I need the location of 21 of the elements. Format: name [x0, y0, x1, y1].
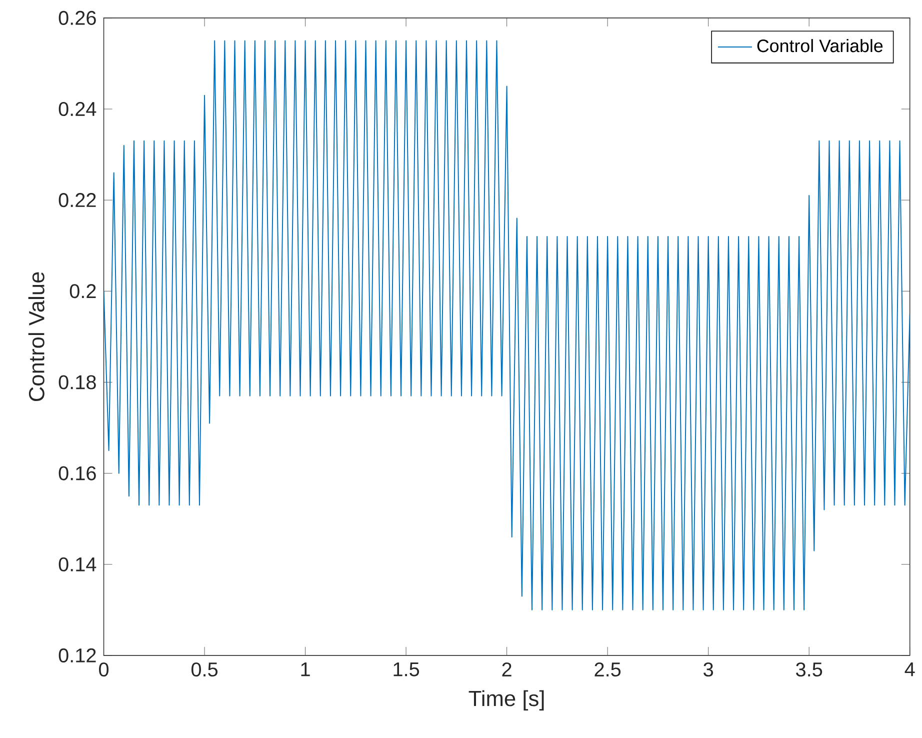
y-tick-label: 0.22 [58, 192, 96, 207]
x-tick-label: 2.5 [594, 662, 621, 676]
line-series [104, 40, 910, 610]
x-tick-label: 1 [301, 662, 310, 676]
y-tick-label: 0.2 [70, 284, 96, 298]
x-tick-label: 0 [99, 662, 109, 676]
x-tick-label: 4 [904, 662, 915, 676]
y-tick-label: 0.18 [58, 375, 96, 390]
x-tick-label: 2 [502, 662, 512, 676]
x-tick-label: 0.5 [191, 662, 218, 676]
x-tick-label: 3 [704, 662, 713, 676]
y-tick-label: 0.12 [58, 648, 96, 662]
y-tick-label: 0.16 [58, 466, 96, 480]
y-tick-label: 0.26 [58, 10, 96, 25]
y-tick-label: 0.24 [58, 102, 96, 116]
x-tick-label: 1.5 [394, 662, 420, 676]
x-tick-label: 3.5 [796, 662, 822, 676]
y-tick-label: 0.14 [58, 557, 96, 572]
x-axis-title: Time [s] [468, 690, 544, 710]
legend-label: Control Variable [757, 38, 883, 52]
y-axis-title: Control Value [28, 272, 44, 401]
